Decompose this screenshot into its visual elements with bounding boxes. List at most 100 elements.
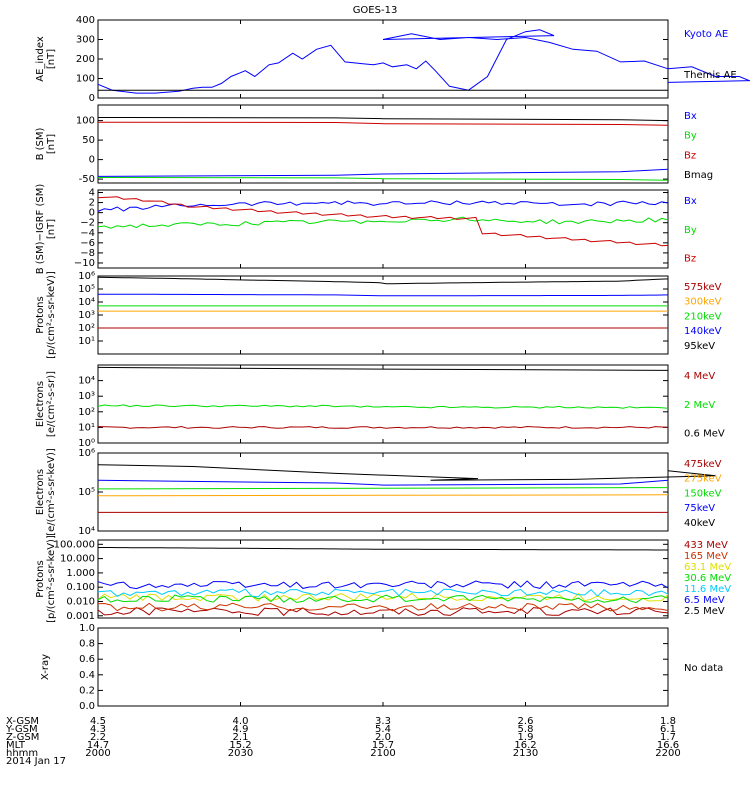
y-tick-label: −6: [80, 238, 95, 249]
series-line-75keV: [97, 479, 669, 486]
legend-210keV: 210keV: [684, 311, 722, 322]
date-label: 2014 Jan 17: [6, 756, 66, 767]
y-axis-label: Electrons[e/(cm²-s-sr)]: [35, 371, 57, 437]
series-line-By: [97, 177, 669, 181]
y-tick-label: 0: [89, 155, 95, 166]
y-tick-label: 300: [76, 35, 95, 46]
series-line-150keV: [97, 487, 669, 490]
legend-Bz: Bz: [684, 150, 696, 161]
panel-7: 0.0 0.2 0.4 0.6 0.8 1.0 X-ray No data: [40, 623, 723, 712]
xaxis-value: 2030: [228, 748, 253, 759]
y-tick-label: 50: [82, 135, 95, 146]
y-axis-label: B (SM)[nT]: [35, 127, 57, 160]
legend-300keV: 300keV: [684, 297, 722, 308]
y-axis-label: Protons[p/(cm²-s-sr-keV)]: [35, 535, 57, 623]
legend-275keV: 275keV: [684, 474, 722, 485]
y-tick-label: 0.2: [79, 685, 95, 696]
xaxis-value: 14.7: [87, 740, 109, 751]
legend-Kyoto-AE: Kyoto AE: [684, 29, 728, 40]
xaxis-value: 16.2: [514, 740, 536, 751]
legend-Bmag: Bmag: [684, 170, 713, 181]
y-tick-label: 200: [76, 54, 95, 65]
y-tick-label: 10²: [78, 407, 95, 418]
panels: 0 100 200 300 400 AE_index[nT] Kyoto AE Themis …: [35, 15, 750, 712]
y-axis-label: AE_index[nT]: [35, 36, 57, 82]
y-tick-label: 4: [89, 188, 95, 199]
panel-frame: [97, 452, 669, 532]
legend-2-MeV: 2 MeV: [684, 400, 715, 411]
series-line-2-MeV: [97, 404, 669, 409]
series-line-63.1-MeV: [97, 592, 669, 602]
legend-Bz: Bz: [684, 254, 696, 265]
xaxis-value: 2.1: [233, 732, 249, 743]
series-line-4-MeV: [97, 425, 669, 429]
xaxis-value: 3.3: [375, 716, 391, 727]
panel-0: 0 100 200 300 400 AE_index[nT] Kyoto AE Themis …: [35, 15, 750, 104]
series-line-95keV: [97, 276, 669, 285]
y-tick-label: −4: [80, 228, 95, 239]
y-tick-label: 100: [76, 116, 95, 127]
y-tick-label: −8: [80, 248, 95, 259]
y-tick-label: 0.0: [79, 701, 95, 712]
y-axis-label: Electrons[e/(cm²-s-sr-keV)]: [35, 448, 57, 536]
y-tick-label: 0: [89, 93, 95, 104]
panel-3: 10¹ 10² 10³ 10⁴ 10⁵ 10⁶ Protons[p/(cm²-s-sr-ke…: [35, 271, 722, 359]
y-tick-label: 10⁴: [78, 297, 95, 308]
series-line-Bx: [97, 168, 669, 177]
legend-By: By: [684, 225, 697, 236]
y-tick-label: 400: [76, 15, 95, 26]
y-tick-label: 0.001: [66, 611, 95, 622]
panel-frame: [97, 19, 669, 99]
y-tick-label: 10¹: [78, 336, 95, 347]
y-tick-label: 1.000: [66, 568, 95, 579]
xaxis-value: 1.8: [660, 716, 676, 727]
series-line-30.6-MeV: [97, 594, 669, 604]
panel-frame: [97, 104, 669, 184]
y-tick-label: 10³: [78, 391, 95, 402]
xaxis-value: 2200: [655, 748, 680, 759]
xaxis-value: 2130: [513, 748, 538, 759]
y-tick-label: 0.4: [79, 670, 95, 681]
xaxis-value: 2.0: [375, 732, 391, 743]
legend-Bx: Bx: [684, 196, 697, 207]
xaxis-row-label: MLT: [6, 740, 26, 751]
legend-95keV: 95keV: [684, 341, 715, 352]
panel-4: 10⁰ 10¹ 10² 10³ 10⁴ Electrons[e/(cm²-s-sr)] 4 …: [35, 364, 725, 449]
legend-30.6-MeV: 30.6 MeV: [684, 573, 731, 584]
xaxis-value: 4.3: [90, 724, 106, 735]
legend-433-MeV: 433 MeV: [684, 540, 728, 551]
y-tick-label: −10: [74, 258, 95, 269]
xaxis-row-label: hhmm: [6, 748, 38, 759]
series-line-40keV: [97, 464, 716, 481]
legend-Themis-AE: Themis AE: [683, 70, 737, 81]
y-tick-label: 10⁰: [78, 438, 95, 449]
legend-By: By: [684, 131, 697, 142]
series-line-Bz: [97, 196, 669, 247]
legend-75keV: 75keV: [684, 503, 715, 514]
y-tick-label: 10¹: [78, 422, 95, 433]
legend-140keV: 140keV: [684, 326, 722, 337]
series-line-Bmag: [97, 117, 669, 122]
y-tick-label: 10.000: [60, 554, 95, 565]
y-tick-label: 0.8: [79, 639, 95, 650]
y-tick-label: 0.100: [66, 582, 95, 593]
series-line-By: [97, 216, 669, 229]
series-line-Kyoto-AE: [97, 29, 750, 94]
series-line-Bx: [97, 200, 669, 212]
xaxis-value: 16.6: [657, 740, 679, 751]
panel-1: -50 0 50 100 B (SM)[nT] Bx By Bz Bmag: [35, 104, 713, 185]
xaxis-value: 4.9: [233, 724, 249, 735]
series-line-Bz: [97, 121, 669, 126]
xaxis-row-label: Y-GSM: [5, 724, 38, 735]
y-tick-label: 2: [89, 198, 95, 209]
x-axis-table: X-GSM 4.5 4.0 3.3 2.6 1.8 Y-GSM 4.3 4.9 5.4 5.8 6.1…: [5, 716, 681, 767]
y-tick-label: 10⁶: [78, 448, 95, 459]
legend-0.6-MeV: 0.6 MeV: [684, 429, 725, 440]
figure-title: GOES-13: [353, 5, 398, 16]
xaxis-value: 15.7: [372, 740, 394, 751]
xaxis-row-label: X-GSM: [6, 716, 39, 727]
panel-5: 10⁴ 10⁵ 10⁶ Electrons[e/(cm²-s-sr-keV)] 475k…: [35, 448, 722, 537]
xaxis-value: 4.5: [90, 716, 106, 727]
legend-63.1-MeV: 63.1 MeV: [684, 562, 731, 573]
legend-165-MeV: 165 MeV: [684, 551, 728, 562]
